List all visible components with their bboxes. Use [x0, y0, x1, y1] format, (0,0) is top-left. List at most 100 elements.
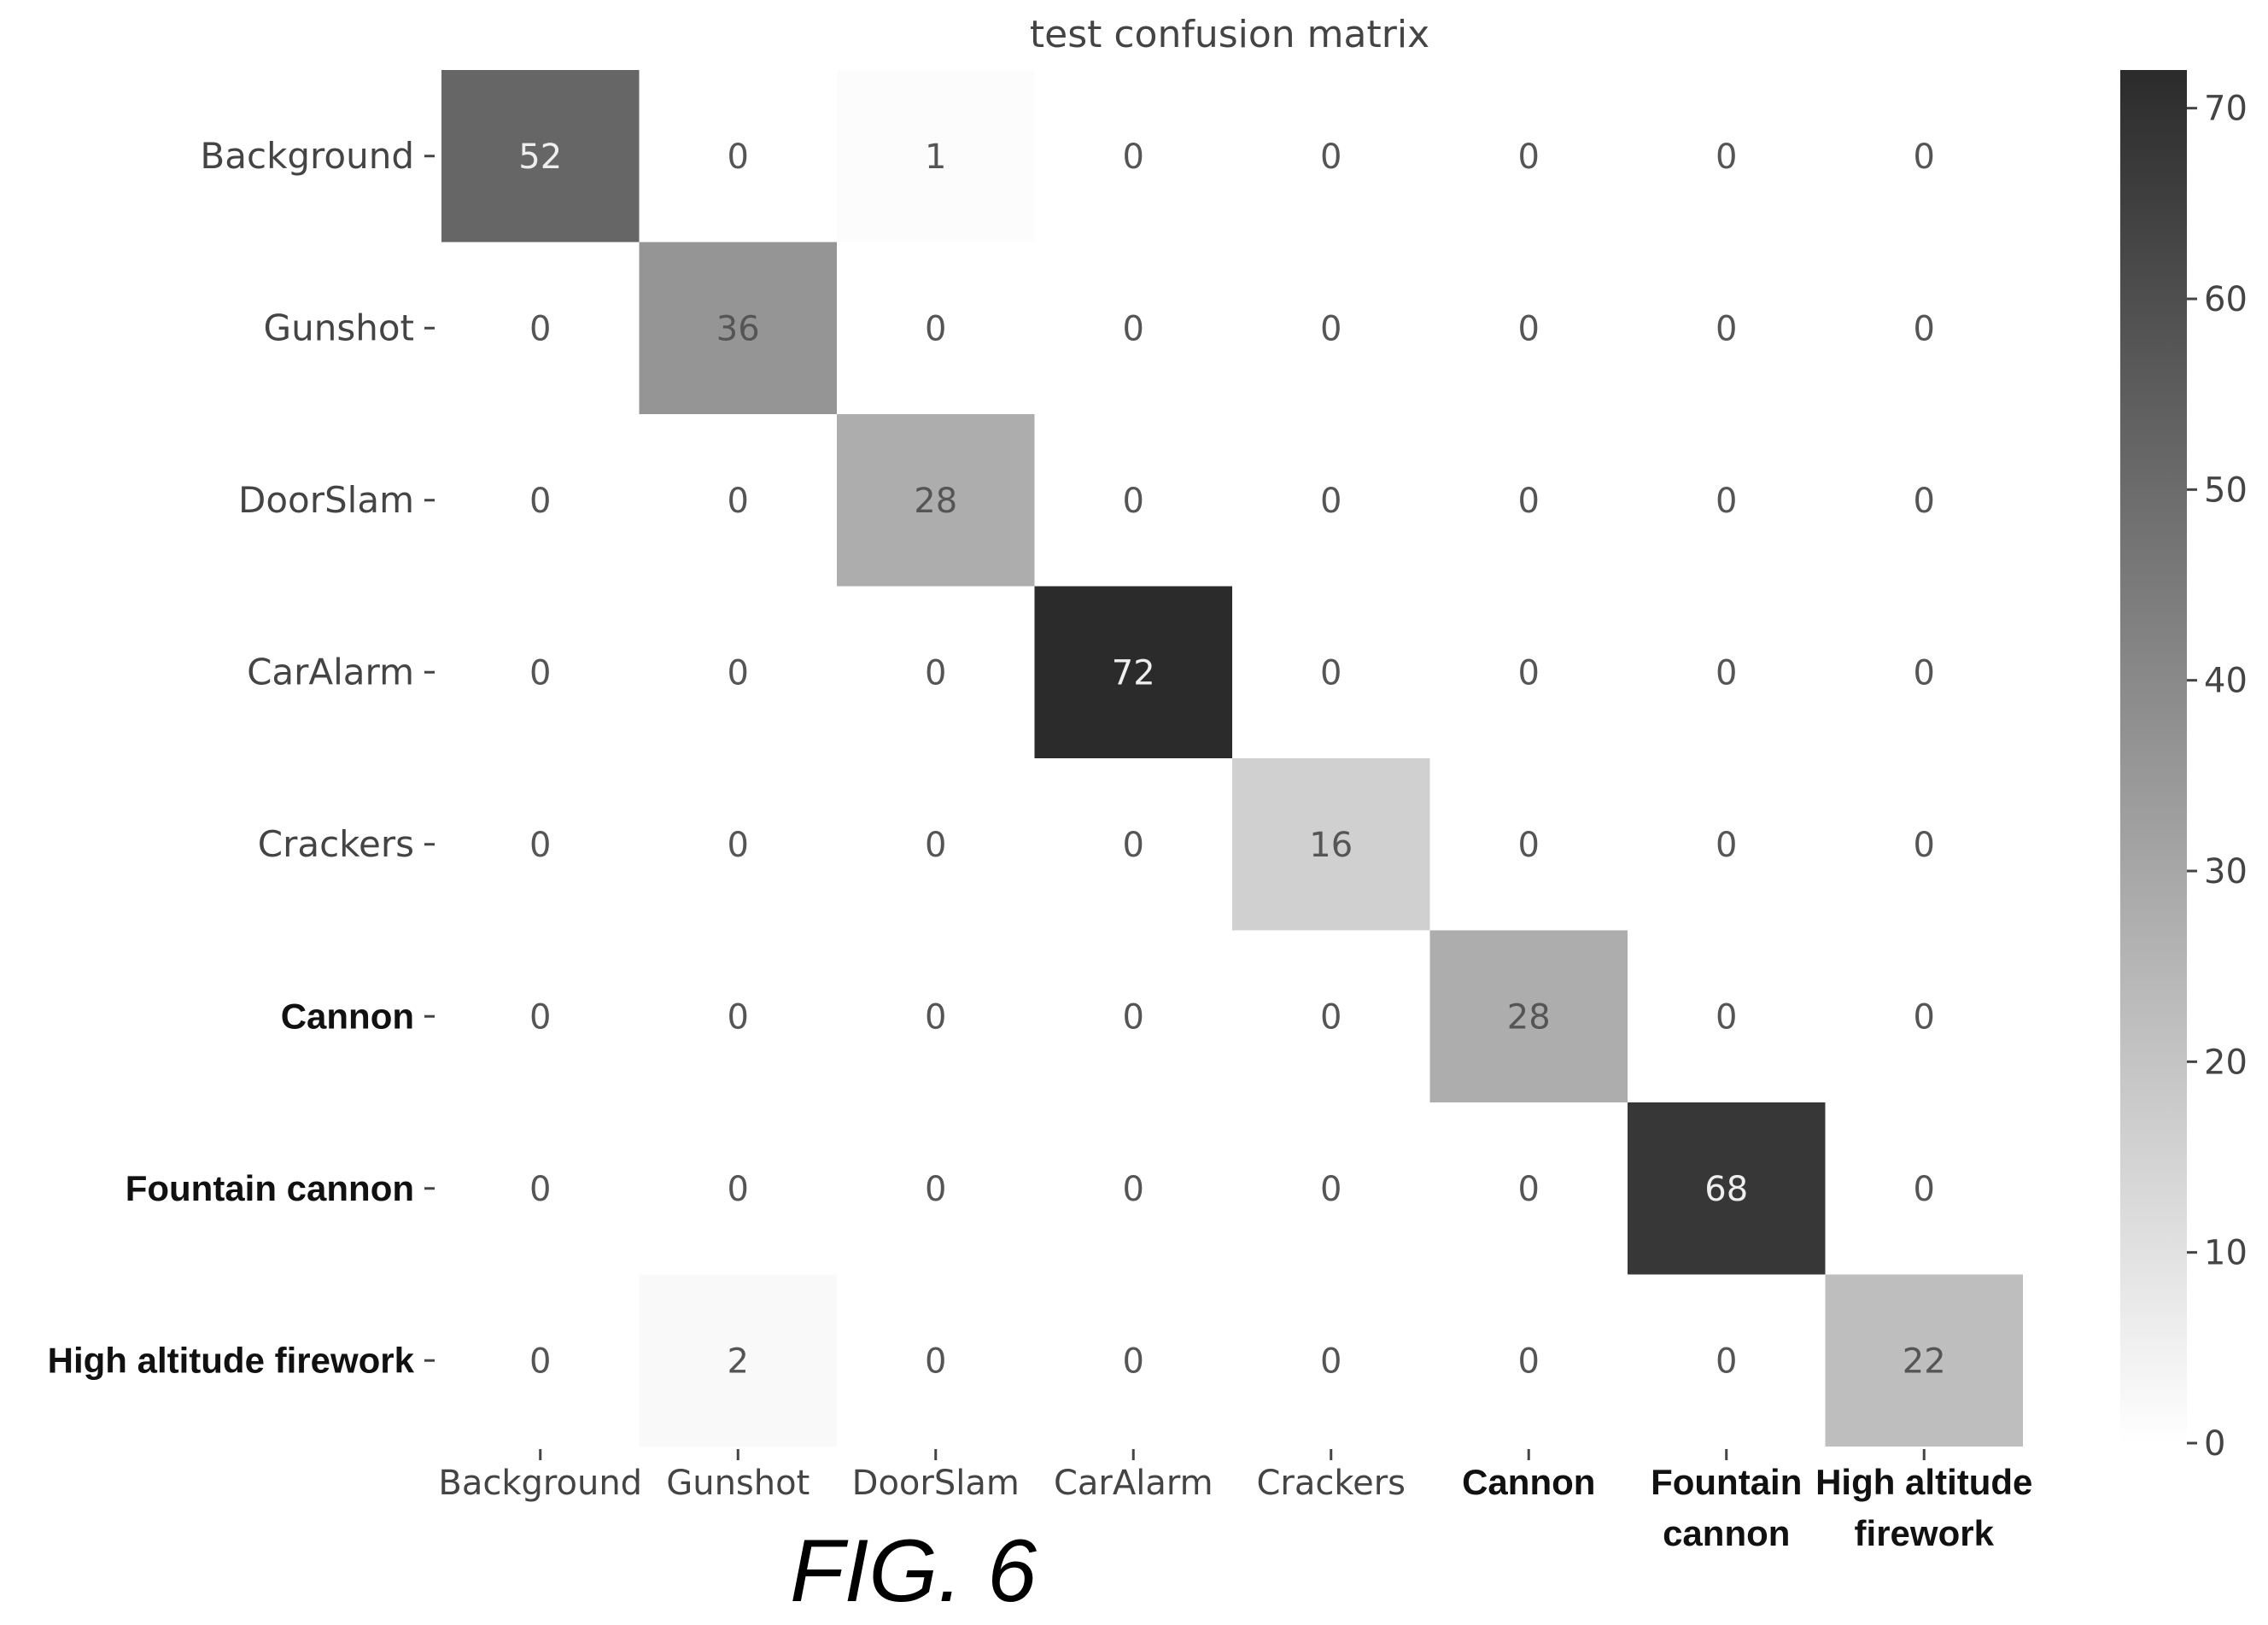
row-label: High altitude firework — [48, 1340, 415, 1380]
column-label: firework — [1855, 1513, 1995, 1553]
colorbar-gradient — [2120, 70, 2187, 1443]
cell-value-label: 28 — [914, 482, 957, 521]
row-labels: Background Gunshot DoorSlam CarAlarm Cracker… — [48, 135, 435, 1380]
column-label: DoorSlam — [852, 1464, 1020, 1503]
cell-value-label: 1 — [925, 137, 946, 177]
row-label: DoorSlam — [238, 479, 414, 521]
cell-value-label: 0 — [1123, 1170, 1144, 1209]
cell-value-label: 0 — [925, 1342, 946, 1381]
cell-value-label: 0 — [529, 826, 551, 865]
cell-value-label: 0 — [1914, 482, 1935, 521]
cell-value-label: 0 — [925, 826, 946, 865]
cell-value-label: 0 — [925, 653, 946, 693]
matrix-cells — [441, 70, 2023, 1447]
cell-value-label: 0 — [529, 309, 551, 348]
cell-value-label: 0 — [1123, 482, 1144, 521]
colorbar-tick-label: 30 — [2204, 852, 2248, 891]
cell-value-label: 0 — [925, 309, 946, 348]
row-label: Cannon — [281, 996, 414, 1036]
colorbar-tick-label: 10 — [2204, 1234, 2248, 1273]
row-label: Fountain cannon — [126, 1168, 414, 1208]
cell-value-label: 0 — [1914, 137, 1935, 177]
cell-value-label: 16 — [1309, 826, 1353, 865]
cell-value-label: 0 — [1518, 1342, 1540, 1381]
cell-value-label: 0 — [925, 1170, 946, 1209]
cell-value-label: 0 — [1518, 1170, 1540, 1209]
cell-value-label: 0 — [925, 997, 946, 1037]
cell-value-label: 22 — [1903, 1342, 1946, 1381]
cell-value-label: 0 — [728, 137, 749, 177]
cell-value-label: 0 — [1914, 997, 1935, 1037]
cell-value-label: 0 — [1914, 653, 1935, 693]
column-label: High altitude — [1815, 1462, 2032, 1502]
heatmap-cell — [1825, 1274, 2023, 1447]
cell-value-label: 0 — [1123, 309, 1144, 348]
column-label: Fountain — [1651, 1462, 1802, 1502]
heatmap-cell — [1628, 1102, 1826, 1275]
column-labels: Background Gunshot DoorSlam CarAlarm Cracker… — [438, 1449, 2032, 1553]
cell-value-label: 0 — [529, 1342, 551, 1381]
cell-value-label: 0 — [529, 1170, 551, 1209]
cell-value-label: 0 — [1320, 137, 1342, 177]
cell-value-label: 0 — [529, 997, 551, 1037]
heatmap-cell — [837, 70, 1035, 243]
row-label: Crackers — [258, 823, 414, 865]
cell-value-label: 0 — [728, 653, 749, 693]
cell-value-label: 0 — [529, 653, 551, 693]
cell-value-label: 36 — [716, 309, 760, 348]
colorbar-tick-label: 0 — [2204, 1424, 2225, 1464]
colorbar-tick-label: 60 — [2204, 280, 2248, 319]
row-label: Background — [200, 135, 414, 177]
cell-value-label: 0 — [728, 482, 749, 521]
cell-value-label: 0 — [1518, 309, 1540, 348]
cell-value-label: 0 — [728, 826, 749, 865]
cell-value-label: 0 — [1716, 482, 1737, 521]
cell-value-label: 0 — [1914, 826, 1935, 865]
chart-title: test confusion matrix — [1030, 13, 1429, 56]
cell-value-label: 0 — [1518, 482, 1540, 521]
column-label: CarAlarm — [1054, 1464, 1213, 1503]
column-label: Crackers — [1256, 1464, 1406, 1503]
row-label: Gunshot — [264, 307, 414, 348]
column-label: Gunshot — [666, 1464, 810, 1503]
cell-value-label: 0 — [1123, 1342, 1144, 1381]
cell-value-label: 2 — [728, 1342, 749, 1381]
row-label: CarAlarm — [247, 651, 414, 693]
column-label: Cannon — [1462, 1462, 1595, 1502]
cell-value-label: 0 — [1716, 826, 1737, 865]
heatmap-cell — [1034, 586, 1232, 758]
cell-value-label: 0 — [1123, 137, 1144, 177]
cell-value-label: 0 — [1716, 1342, 1737, 1381]
cell-value-label: 28 — [1507, 997, 1551, 1037]
cell-value-label: 0 — [1716, 997, 1737, 1037]
cell-value-label: 0 — [1320, 1170, 1342, 1209]
heatmap-cell — [1232, 758, 1430, 931]
cell-value-label: 0 — [728, 997, 749, 1037]
cell-value-label: 72 — [1112, 653, 1155, 693]
cell-value-label: 68 — [1704, 1170, 1748, 1209]
cell-value-label: 0 — [728, 1170, 749, 1209]
cell-value-label: 0 — [1320, 653, 1342, 693]
cell-value-label: 0 — [1123, 997, 1144, 1037]
figure-caption: FIG. 6 — [790, 1522, 1037, 1621]
cell-value-label: 0 — [1518, 653, 1540, 693]
cell-value-label: 0 — [1320, 309, 1342, 348]
cell-value-label: 0 — [1518, 826, 1540, 865]
column-label: Background — [438, 1464, 642, 1503]
cell-value-label: 0 — [1716, 309, 1737, 348]
colorbar: 0 10 20 30 40 50 60 70 — [2120, 70, 2248, 1464]
matrix-cell-values: 52 0 1 0 0 0 0 0 0 36 0 0 0 0 0 0 0 0 28 0 0 0 0 0 0 0 0 72 0 0 0 0 0 0 0 0… — [518, 137, 1945, 1382]
cell-value-label: 0 — [1518, 137, 1540, 177]
heatmap-cell — [639, 242, 837, 414]
cell-value-label: 0 — [1914, 1170, 1935, 1209]
heatmap-cell — [639, 1274, 837, 1447]
cell-value-label: 0 — [1716, 653, 1737, 693]
cell-value-label: 0 — [1123, 826, 1144, 865]
colorbar-tick-label: 20 — [2204, 1043, 2248, 1082]
colorbar-tick-label: 40 — [2204, 662, 2248, 701]
cell-value-label: 0 — [1320, 1342, 1342, 1381]
cell-value-label: 0 — [1320, 997, 1342, 1037]
heatmap-cell — [441, 70, 640, 243]
